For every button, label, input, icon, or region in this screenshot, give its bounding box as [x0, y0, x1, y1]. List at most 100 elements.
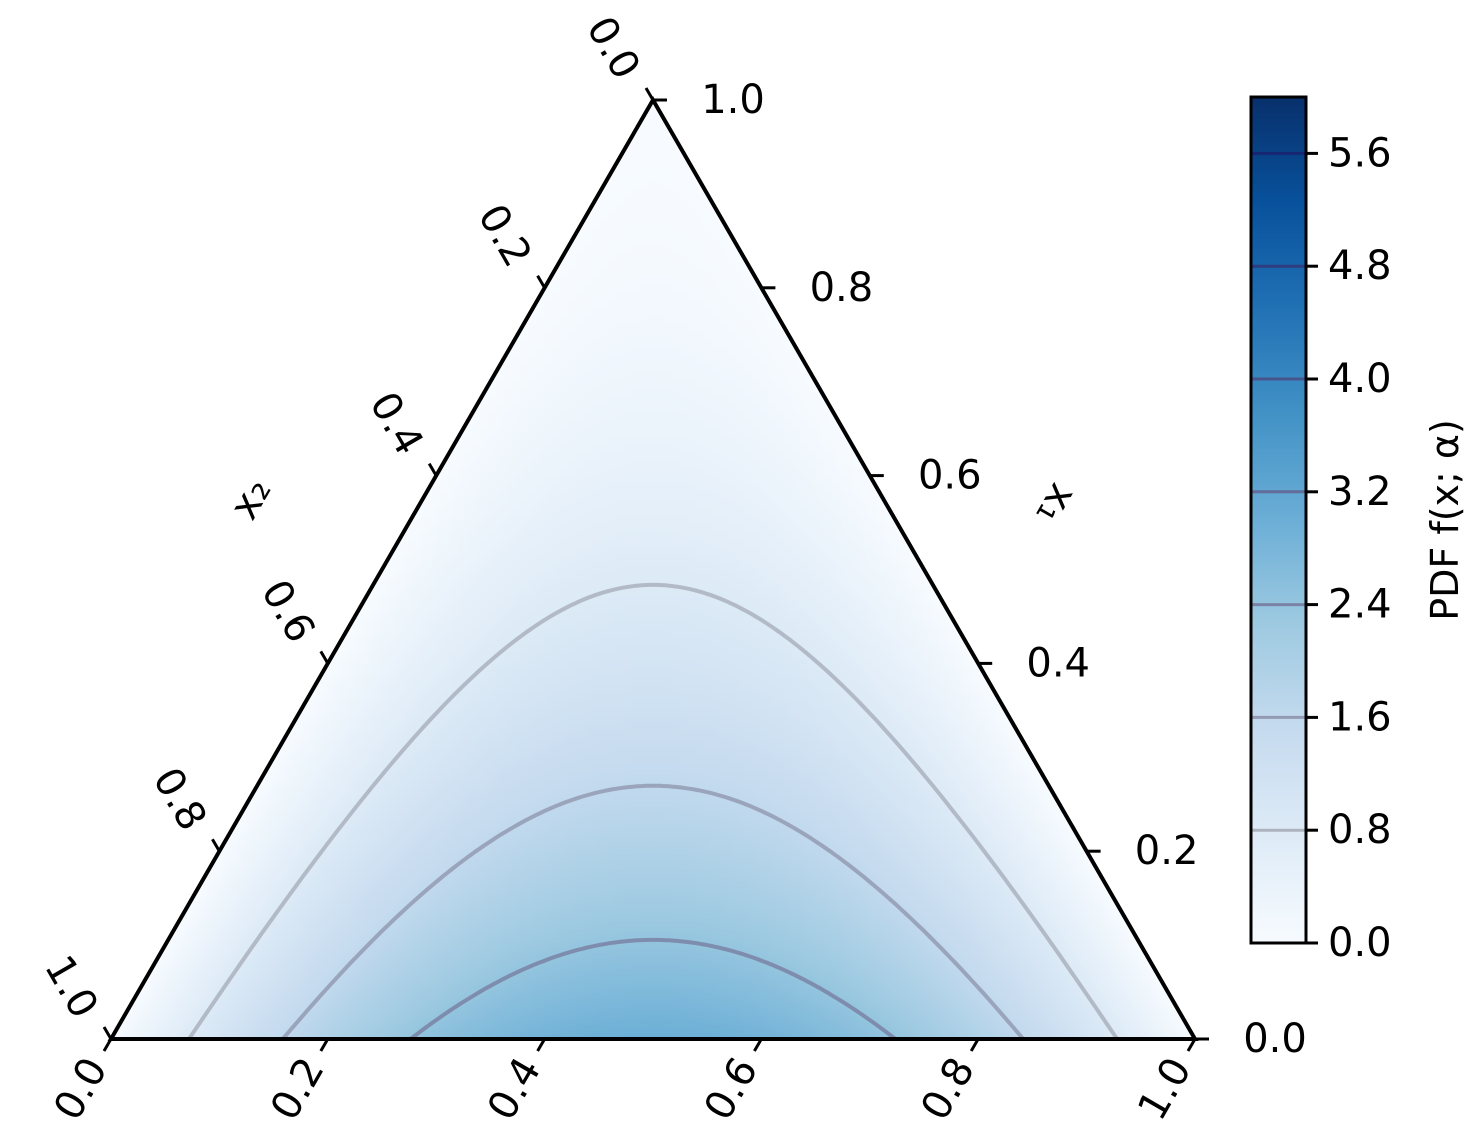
density-cell: [775, 500, 784, 509]
density-cell: [407, 660, 416, 669]
density-cell: [623, 236, 632, 245]
density-cell: [919, 732, 928, 741]
density-cell: [855, 476, 864, 485]
density-cell: [663, 508, 672, 517]
density-cell: [751, 388, 760, 397]
density-cell: [839, 660, 848, 669]
density-cell: [735, 692, 744, 701]
density-cell: [671, 108, 680, 117]
density-cell: [511, 404, 520, 413]
density-cell: [559, 492, 568, 501]
density-cell: [975, 708, 984, 717]
density-cell: [783, 620, 792, 629]
density-cell: [823, 756, 832, 765]
density-cell: [583, 380, 592, 389]
density-cell: [687, 292, 696, 301]
density-cell: [671, 460, 680, 469]
density-cell: [591, 324, 600, 333]
density-cell: [559, 644, 568, 653]
density-cell: [967, 740, 976, 749]
density-cell: [775, 372, 784, 381]
density-cell: [663, 196, 672, 205]
density-cell: [607, 580, 616, 589]
density-cell: [639, 356, 648, 365]
density-cell: [439, 476, 448, 485]
density-cell: [495, 468, 504, 477]
density-cell: [727, 756, 736, 765]
density-cell: [367, 540, 376, 549]
density-cell: [591, 156, 600, 165]
density-cell: [663, 748, 672, 757]
density-cell: [455, 580, 464, 589]
density-cell: [927, 644, 936, 653]
density-cell: [351, 556, 360, 565]
density-cell: [655, 436, 664, 445]
density-cell: [503, 604, 512, 613]
density-cell: [735, 564, 744, 573]
density-cell: [551, 412, 560, 421]
density-cell: [871, 524, 880, 533]
density-cell: [911, 668, 920, 677]
density-cell: [767, 372, 776, 381]
density-cell: [567, 396, 576, 405]
density-cell: [967, 764, 976, 773]
density-cell: [639, 724, 648, 733]
density-cell: [727, 404, 736, 413]
density-cell: [831, 748, 840, 757]
density-cell: [279, 748, 288, 757]
density-cell: [879, 460, 888, 469]
density-cell: [495, 492, 504, 501]
density-cell: [775, 588, 784, 597]
density-cell: [703, 156, 712, 165]
density-cell: [839, 780, 848, 789]
density-cell: [311, 700, 320, 709]
density-cell: [703, 748, 712, 757]
density-cell: [751, 572, 760, 581]
density-cell: [703, 636, 712, 645]
density-cell: [919, 508, 928, 517]
density-cell: [903, 596, 912, 605]
density-cell: [839, 644, 848, 653]
density-cell: [431, 668, 440, 677]
density-cell: [759, 756, 768, 765]
density-cell: [743, 316, 752, 325]
density-cell: [655, 148, 664, 157]
density-cell: [815, 588, 824, 597]
density-cell: [655, 188, 664, 197]
density-cell: [663, 108, 672, 117]
density-cell: [383, 772, 392, 781]
density-cell: [535, 396, 544, 405]
density-cell: [415, 780, 424, 789]
density-cell: [303, 652, 312, 661]
density-cell: [903, 636, 912, 645]
density-cell: [599, 452, 608, 461]
density-cell: [599, 772, 608, 781]
density-cell: [807, 556, 816, 565]
density-cell: [655, 668, 664, 677]
density-cell: [671, 396, 680, 405]
density-cell: [687, 580, 696, 589]
density-cell: [895, 772, 904, 781]
density-cell: [423, 604, 432, 613]
density-cell: [631, 292, 640, 301]
density-cell: [335, 604, 344, 613]
density-cell: [503, 396, 512, 405]
density-cell: [719, 188, 728, 197]
density-cell: [631, 284, 640, 293]
density-cell: [799, 716, 808, 725]
density-cell: [631, 148, 640, 157]
density-cell: [647, 332, 656, 341]
density-cell: [591, 212, 600, 221]
density-cell: [575, 732, 584, 741]
density-cell: [351, 732, 360, 741]
density-cell: [759, 540, 768, 549]
density-cell: [439, 732, 448, 741]
density-cell: [855, 668, 864, 677]
density-cell: [895, 500, 904, 509]
density-cell: [399, 540, 408, 549]
density-cell: [719, 340, 728, 349]
density-cell: [671, 660, 680, 669]
density-cell: [639, 676, 648, 685]
density-cell: [711, 356, 720, 365]
density-cell: [719, 540, 728, 549]
